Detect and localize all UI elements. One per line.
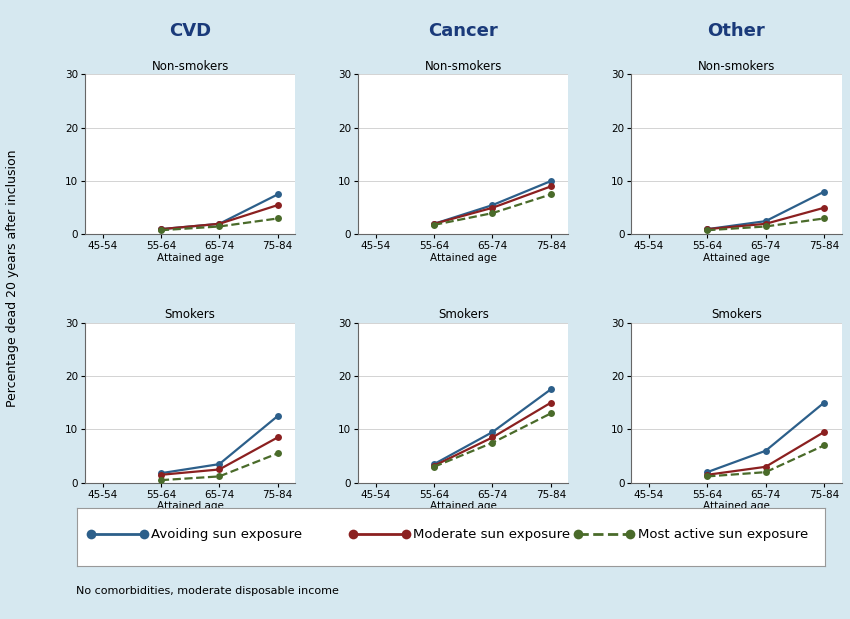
Title: Smokers: Smokers — [438, 308, 489, 321]
X-axis label: Attained age: Attained age — [430, 253, 496, 263]
Text: Moderate sun exposure: Moderate sun exposure — [413, 527, 570, 540]
Text: Most active sun exposure: Most active sun exposure — [638, 527, 808, 540]
X-axis label: Attained age: Attained age — [156, 501, 224, 511]
X-axis label: Attained age: Attained age — [430, 501, 496, 511]
Title: Non-smokers: Non-smokers — [698, 60, 775, 73]
Text: Percentage dead 20 years after inclusion: Percentage dead 20 years after inclusion — [6, 150, 20, 407]
Text: CVD: CVD — [169, 22, 211, 40]
X-axis label: Attained age: Attained age — [703, 501, 770, 511]
Text: Other: Other — [707, 22, 765, 40]
Title: Non-smokers: Non-smokers — [424, 60, 502, 73]
X-axis label: Attained age: Attained age — [156, 253, 224, 263]
Title: Non-smokers: Non-smokers — [151, 60, 229, 73]
X-axis label: Attained age: Attained age — [703, 253, 770, 263]
Text: Cancer: Cancer — [428, 22, 498, 40]
Title: Smokers: Smokers — [165, 308, 216, 321]
Title: Smokers: Smokers — [711, 308, 762, 321]
Text: No comorbidities, moderate disposable income: No comorbidities, moderate disposable in… — [76, 586, 339, 596]
Text: Avoiding sun exposure: Avoiding sun exposure — [151, 527, 303, 540]
